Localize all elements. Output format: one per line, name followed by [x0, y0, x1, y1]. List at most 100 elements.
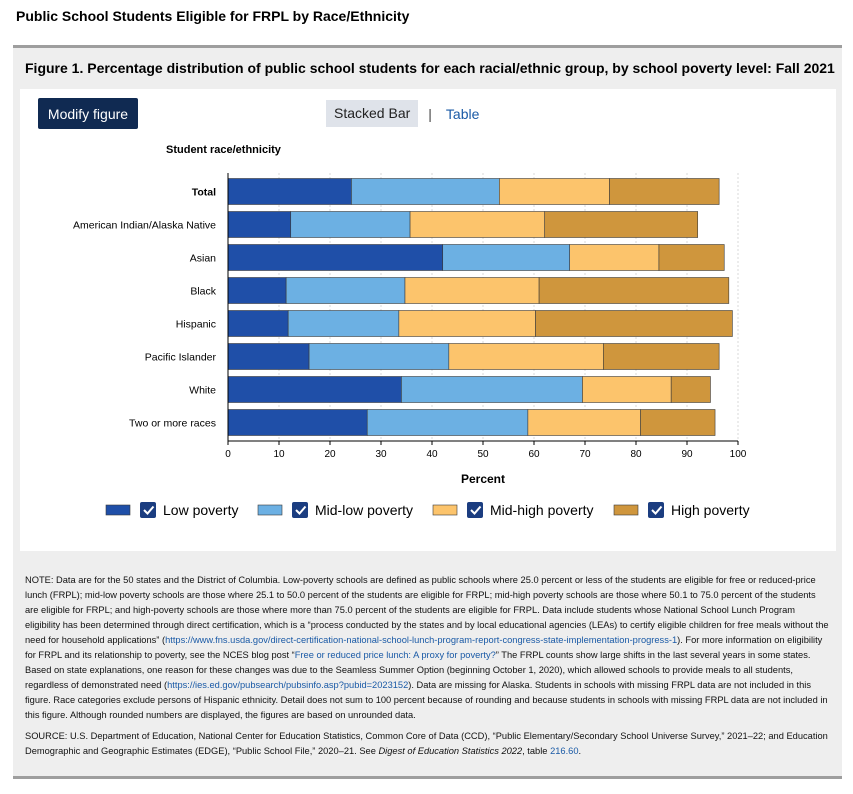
bar-segment[interactable] [535, 310, 733, 337]
bar-segment[interactable] [227, 343, 310, 370]
bar-segment[interactable] [640, 409, 716, 436]
legend-label: High poverty [671, 502, 750, 518]
legend-item[interactable]: Mid-low poverty [257, 502, 413, 518]
note-text-3: ” The FRPL counts show large shifts in t… [25, 650, 811, 690]
bar-segment[interactable] [401, 376, 583, 403]
checkmark-icon [295, 505, 307, 515]
bar-segment[interactable] [227, 310, 289, 337]
bar-segment[interactable] [527, 409, 641, 436]
bar-segment[interactable] [658, 244, 725, 271]
frpl-proxy-link[interactable]: Free or reduced price lunch: A proxy for… [294, 650, 496, 660]
bar-segment[interactable] [227, 244, 444, 271]
x-tick-label: 90 [681, 449, 693, 460]
bar-segment[interactable] [227, 409, 368, 436]
tab-stacked-bar[interactable]: Stacked Bar [326, 100, 419, 127]
bar-segment[interactable] [544, 211, 699, 238]
legend-label: Mid-high poverty [490, 502, 594, 518]
figure-notes: NOTE: Data are for the 50 states and the… [25, 573, 831, 765]
bar-segment[interactable] [670, 376, 711, 403]
legend-swatch [257, 504, 283, 516]
category-label: White [189, 385, 216, 397]
figure-panel: Figure 1. Percentage distribution of pub… [13, 45, 842, 779]
bar-segment[interactable] [499, 178, 610, 205]
bar-segment[interactable] [448, 343, 604, 370]
x-tick-label: 60 [528, 449, 540, 460]
fns-link[interactable]: https://www.fns.usda.gov/direct-certific… [165, 635, 678, 645]
bar-segment[interactable] [351, 178, 500, 205]
x-tick-label: 0 [225, 449, 231, 460]
note-text-2: ). For more information on eligibility f… [25, 635, 823, 660]
category-label: Asian [190, 253, 216, 265]
tab-separator: | [428, 105, 432, 122]
legend-swatch [105, 504, 131, 516]
x-tick-label: 50 [477, 449, 489, 460]
x-axis-title: Percent [461, 472, 505, 486]
category-label: American Indian/Alaska Native [73, 220, 216, 232]
source-text-3: . [578, 746, 582, 756]
legend-item[interactable]: Mid-high poverty [432, 502, 594, 518]
checkbox-icon[interactable] [292, 502, 308, 518]
figure-title: Figure 1. Percentage distribution of pub… [25, 60, 835, 76]
bar-segment[interactable] [227, 211, 292, 238]
modify-figure-button[interactable]: Modify figure [38, 98, 138, 129]
tab-table[interactable]: Table [445, 105, 480, 122]
bar-segment[interactable] [287, 310, 400, 337]
bar-segment[interactable] [603, 343, 720, 370]
ies-link[interactable]: https://ies.ed.gov/pubsearch/pubsinfo.as… [167, 680, 409, 690]
category-label: Pacific Islander [145, 352, 217, 364]
x-tick-label: 80 [630, 449, 642, 460]
legend-swatch [432, 504, 458, 516]
bar-segment[interactable] [308, 343, 450, 370]
source-text-2: , table [522, 746, 551, 756]
chart-card: Student race/ethnicity 0 10 20 30 40 50 60 70 80 9… [20, 89, 836, 551]
stacked-bar-chart: Student race/ethnicity 0 10 20 30 40 50 60 70 80 9… [73, 144, 750, 518]
legend-label: Low poverty [163, 502, 238, 518]
bar-segment[interactable] [409, 211, 546, 238]
checkbox-icon[interactable] [648, 502, 664, 518]
legend-item[interactable]: High poverty [613, 502, 750, 518]
bar-segment[interactable] [404, 277, 540, 304]
bar-layer [227, 178, 733, 436]
bar-segment[interactable] [227, 376, 402, 403]
bar-segment[interactable] [227, 178, 352, 205]
bar-segment[interactable] [227, 277, 287, 304]
x-tick-label: 70 [579, 449, 591, 460]
category-label: Black [190, 286, 216, 298]
checkmark-icon [470, 505, 482, 515]
note-text-4: ). Data are missing for Alaska. Students… [25, 680, 828, 720]
bar-segment[interactable] [609, 178, 720, 205]
bar-segment[interactable] [290, 211, 411, 238]
table-216-60-link[interactable]: 216.60 [550, 746, 579, 756]
checkmark-icon [143, 505, 155, 515]
bar-segment[interactable] [538, 277, 730, 304]
category-label: Hispanic [176, 319, 216, 331]
note-paragraph: NOTE: Data are for the 50 states and the… [25, 573, 831, 723]
category-label: Two or more races [129, 418, 216, 430]
bar-segment[interactable] [442, 244, 570, 271]
x-tick-label: 20 [324, 449, 336, 460]
bar-segment[interactable] [569, 244, 660, 271]
checkbox-icon[interactable] [467, 502, 483, 518]
legend-swatch [613, 504, 639, 516]
source-paragraph: SOURCE: U.S. Department of Education, Na… [25, 729, 831, 759]
legend: Low poverty Mid-low poverty Mid-high pover… [105, 502, 750, 518]
bar-segment[interactable] [285, 277, 406, 304]
category-label: Total [192, 187, 216, 199]
note-text-1: NOTE: Data are for the 50 states and the… [25, 575, 829, 645]
bar-segment[interactable] [582, 376, 672, 403]
bar-segment[interactable] [398, 310, 536, 337]
x-tick-label: 30 [375, 449, 387, 460]
legend-item[interactable]: Low poverty [105, 502, 238, 518]
axis-layer: Student race/ethnicity 0 10 20 30 40 50 60 70 80 9… [73, 144, 747, 486]
x-tick-label: 10 [273, 449, 285, 460]
page-title: Public School Students Eligible for FRPL… [16, 8, 410, 24]
x-tick-label: 40 [426, 449, 438, 460]
x-tick-label: 100 [730, 449, 747, 460]
y-axis-title: Student race/ethnicity [166, 144, 282, 156]
checkbox-icon[interactable] [140, 502, 156, 518]
legend-label: Mid-low poverty [315, 502, 413, 518]
view-toggle: Stacked Bar | Table [326, 100, 479, 127]
checkmark-icon [651, 505, 663, 515]
source-digest-title: Digest of Education Statistics 2022 [378, 746, 523, 756]
bar-segment[interactable] [366, 409, 529, 436]
